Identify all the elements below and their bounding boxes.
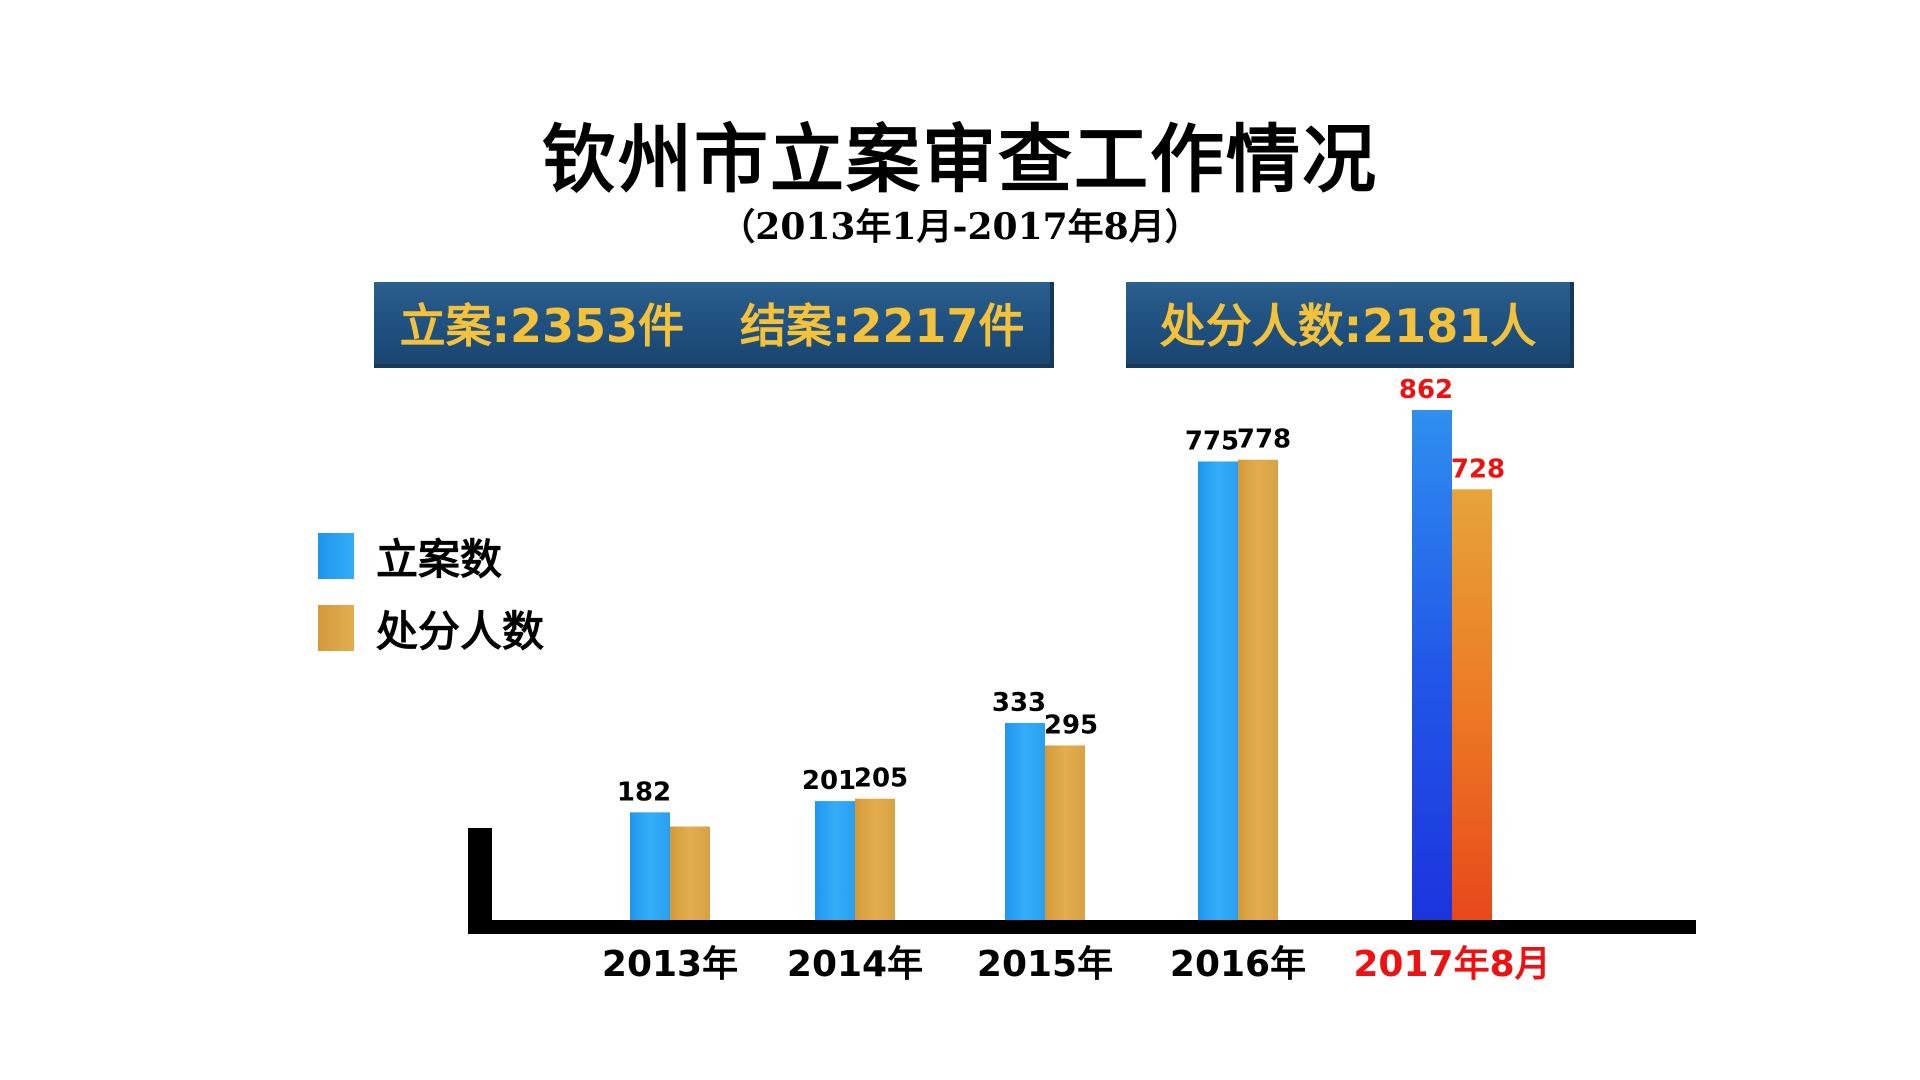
category-label-1: 2014年 xyxy=(787,944,923,985)
legend-item-punished: 处分人数 xyxy=(318,592,544,664)
x-axis-line xyxy=(468,920,1696,934)
bar-filed-4 xyxy=(1412,410,1452,920)
bars-group xyxy=(630,410,1492,920)
bar-punished-3 xyxy=(1238,459,1278,920)
legend-item-filed: 立案数 xyxy=(318,520,544,592)
chart-axes xyxy=(468,828,1696,934)
data-label-punished-2: 295 xyxy=(1044,710,1098,740)
category-labels-group: 2013年 2014年 2015年 2016年 2017年8月 xyxy=(602,944,1551,985)
closed-count-label: 结案:2217件 xyxy=(740,299,1025,353)
y-axis-stub xyxy=(468,828,492,934)
bar-filed-0 xyxy=(630,812,670,920)
bar-punished-4 xyxy=(1452,489,1492,920)
bar-filed-2 xyxy=(1005,722,1045,920)
legend-swatch-punished xyxy=(318,605,354,651)
chart-legend: 立案数 处分人数 xyxy=(318,520,544,664)
category-label-4: 2017年8月 xyxy=(1353,944,1550,985)
bar-punished-2 xyxy=(1045,745,1085,920)
summary-box-cases: 立案:2353件 结案:2217件 xyxy=(374,282,1054,368)
legend-label-filed: 立案数 xyxy=(376,534,503,584)
data-label-filed-4: 862 xyxy=(1399,375,1453,405)
bar-punished-0 xyxy=(670,826,710,920)
data-label-filed-3: 775 xyxy=(1185,426,1239,456)
chart-subtitle: （2013年1月-2017年8月） xyxy=(719,206,1201,248)
data-label-filed-2: 333 xyxy=(992,688,1046,718)
chart-title: 钦州市立案审查工作情况 xyxy=(542,117,1378,203)
category-label-0: 2013年 xyxy=(602,944,738,985)
data-label-punished-3: 778 xyxy=(1237,425,1291,455)
category-label-2: 2015年 xyxy=(977,944,1113,985)
punished-count-label: 处分人数:2181人 xyxy=(1159,299,1537,353)
data-label-filed-0: 182 xyxy=(617,777,671,807)
legend-label-punished: 处分人数 xyxy=(376,606,545,656)
bar-filed-3 xyxy=(1198,461,1238,920)
legend-swatch-filed xyxy=(318,533,354,579)
summary-box-punished: 处分人数:2181人 xyxy=(1126,282,1574,368)
data-label-filed-1: 201 xyxy=(802,766,856,796)
data-label-punished-1: 205 xyxy=(854,764,908,794)
category-label-3: 2016年 xyxy=(1170,944,1306,985)
data-label-punished-4: 728 xyxy=(1451,454,1505,484)
bar-punished-1 xyxy=(855,798,895,920)
filed-count-label: 立案:2353件 xyxy=(399,299,684,353)
bar-filed-1 xyxy=(815,801,855,920)
